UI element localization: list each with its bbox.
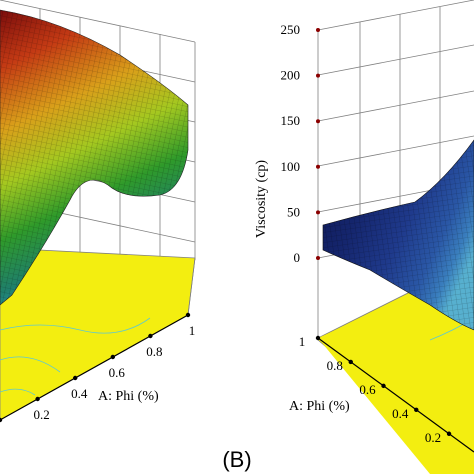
- right-z-tick-mark: [316, 119, 320, 124]
- right-x-tick-mark: [414, 407, 419, 413]
- right-surface-mesh: [323, 140, 474, 330]
- right-z-ticks: 0 50 100 150 200 250: [281, 22, 320, 265]
- left-x-tick-label: 1: [189, 323, 196, 338]
- right-x-tick-label: 1: [299, 334, 306, 349]
- right-z-tick-label: 50: [287, 204, 300, 219]
- left-x-axis-line: [0, 314, 189, 421]
- left-surface-mesh: [0, 10, 188, 305]
- right-panel: 0 50 100 150 200 250 Viscosity (cp) 1 0.8 0.6 0.…: [254, 0, 474, 474]
- right-z-tick-mark: [316, 28, 320, 32]
- right-z-tick-label: 200: [281, 68, 301, 83]
- left-x-axis-title: A: Phi (%): [98, 389, 159, 404]
- left-x-tick-label: 0.4: [71, 386, 88, 401]
- left-floor-contours: [0, 317, 151, 396]
- right-x-tick-label: 0.2: [425, 430, 441, 445]
- left-x-tick-mark: [73, 375, 78, 381]
- right-x-tick-mark: [348, 359, 353, 365]
- right-x-ticks: 1 0.8 0.6 0.4 0.2: [299, 334, 452, 445]
- right-x-tick-mark: [315, 335, 321, 341]
- right-z-tick-mark: [316, 73, 320, 78]
- left-x-tick-mark: [35, 396, 40, 402]
- right-floor-fill: [318, 268, 474, 474]
- right-z-tick-label: 150: [281, 113, 301, 128]
- right-x-tick-label: 0.6: [359, 382, 376, 397]
- right-z-tick-mark: [316, 210, 320, 215]
- left-x-tick-label: 0.8: [146, 344, 162, 359]
- right-z-tick-label: 0: [294, 250, 301, 265]
- right-x-axis-title: A: Phi (%): [289, 399, 350, 414]
- right-x-tick-label: 0.8: [327, 358, 343, 373]
- left-x-tick-label: 0.2: [33, 407, 49, 422]
- right-x-tick-mark: [381, 383, 386, 389]
- left-x-ticks: 0.2 0.4 0.6 0.8 1: [0, 312, 196, 423]
- left-x-tick-label: 0.6: [109, 365, 126, 380]
- left-floor-edge: [187, 257, 196, 316]
- panel-label: (B): [222, 447, 251, 472]
- left-x-tick-mark: [0, 417, 3, 423]
- right-z-axis-title: Viscosity (cp): [254, 160, 269, 238]
- right-x-tick-mark: [446, 431, 452, 436]
- right-z-tick-mark: [316, 164, 320, 169]
- left-x-tick-mark: [148, 333, 153, 339]
- left-panel: 0.2 0.4 0.6 0.8 1 A: Phi (%): [0, 0, 196, 423]
- right-z-tick-label: 250: [281, 22, 301, 37]
- right-x-tick-label: 0.4: [392, 406, 409, 421]
- right-z-tick-label: 100: [281, 159, 301, 174]
- left-x-tick-mark: [110, 354, 116, 360]
- left-x-tick-mark: [185, 312, 191, 318]
- right-z-tick-mark: [316, 256, 320, 260]
